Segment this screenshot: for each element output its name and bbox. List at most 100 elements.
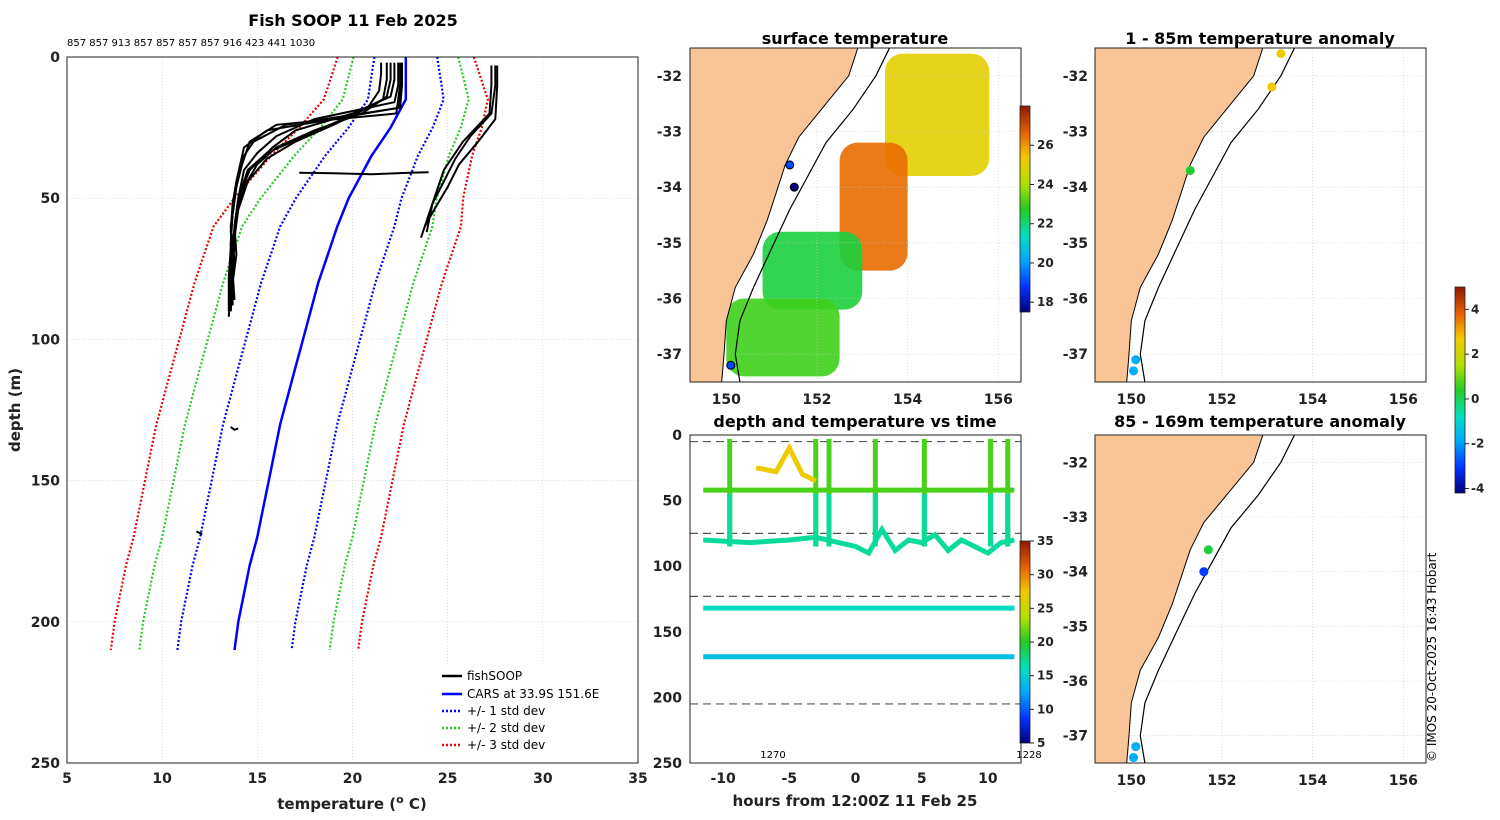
profile-y-tick-label: 50 <box>41 191 61 207</box>
sst-region <box>762 231 863 310</box>
sst-colorbar-label: 20 <box>1037 256 1054 270</box>
sst-x-tick-label: 150 <box>712 392 741 408</box>
time-panel: depth and temperature vs time -10 -5 0 5 10 … <box>653 412 1054 810</box>
anom1-point <box>1185 165 1195 175</box>
time-colorbar-label: 10 <box>1037 702 1054 716</box>
legend-box <box>437 664 635 760</box>
anom1-x-tick-label: 156 <box>1389 392 1418 408</box>
profile-x-tick-label: 20 <box>343 771 363 787</box>
sst-station <box>789 182 799 192</box>
time-tracks <box>703 438 1015 660</box>
sst-colorbar-label: 26 <box>1037 138 1054 152</box>
time-y-tick-label: 50 <box>663 494 683 510</box>
profile-x-label: temperature (o C) <box>277 793 427 813</box>
anomaly-colorbar-label: -4 <box>1471 482 1484 496</box>
anom1-point <box>1129 366 1139 376</box>
legend-cars: CARS at 33.9S 151.6E <box>467 687 599 701</box>
time-colorbar-label: 35 <box>1037 534 1054 548</box>
fishsoop-cast <box>231 62 392 300</box>
time-x-tick-label: 10 <box>978 771 998 787</box>
anom2-x-tick-label: 156 <box>1389 773 1418 789</box>
time-annotation-1228: 1228 <box>1016 750 1041 761</box>
profile-y-tick-label: 100 <box>31 332 60 348</box>
sst-y-tick-label: -37 <box>657 347 682 363</box>
anom1-land <box>1095 48 1296 382</box>
anom2-axes-frame <box>1094 434 1427 764</box>
fishsoop-cast <box>299 171 429 176</box>
fishsoop-cast <box>227 62 388 312</box>
sst-region <box>884 53 990 177</box>
time-x-tick-label: -10 <box>710 771 736 787</box>
anomaly-colorbar-ticks: 4 2 0 -2 -4 <box>1465 302 1484 496</box>
anom1-y-tick-label: -37 <box>1063 347 1088 363</box>
sst-stations <box>726 160 799 370</box>
profile-x-tick-label: 30 <box>533 771 553 787</box>
time-annotation-1270: 1270 <box>760 750 785 761</box>
time-x-tick-label: 5 <box>917 771 927 787</box>
anom2-y-ticks: -32 -33 -34 -35 -36 -37 <box>1063 455 1089 744</box>
sst-x-tick-label: 156 <box>984 392 1013 408</box>
sst-x-tick-label: 152 <box>802 392 831 408</box>
anomaly-colorbar-label: 2 <box>1471 347 1479 361</box>
anom2-points <box>1129 545 1213 763</box>
anom1-grid <box>1095 48 1426 382</box>
profile-y-tick-label: 0 <box>50 50 60 66</box>
time-colorbar-label: 15 <box>1037 669 1054 683</box>
std-dev-line <box>109 57 339 651</box>
anom1-point <box>1276 49 1286 59</box>
anom2-title: 85 - 169m temperature anomaly <box>1114 412 1406 431</box>
anom2-y-tick-label: -33 <box>1063 510 1088 526</box>
time-y-tick-label: 200 <box>653 690 682 706</box>
anom2-point <box>1131 742 1141 752</box>
anomaly-colorbar <box>1454 286 1466 494</box>
sst-y-tick-label: -32 <box>657 69 682 85</box>
anom1-title: 1 - 85m temperature anomaly <box>1125 29 1395 48</box>
anom1-y-tick-label: -34 <box>1063 180 1089 196</box>
cast-id-row: 857 857 913 857 857 857 857 916 423 441 … <box>67 38 315 49</box>
anomaly-colorbar-label: 0 <box>1471 392 1479 406</box>
cars-climatology <box>233 57 408 651</box>
sst-landmass <box>690 48 859 382</box>
time-colorbar <box>1019 540 1031 744</box>
anom2-landmass <box>1095 435 1264 763</box>
std-dev-line <box>138 57 355 651</box>
sst-y-tick-label: -35 <box>657 236 682 252</box>
time-colorbar-label: 5 <box>1037 736 1045 750</box>
anomaly-colorbar-label: 4 <box>1471 302 1479 316</box>
profile-x-ticks: 5 10 15 20 25 30 35 <box>62 771 648 787</box>
sst-x-ticks: 150 152 154 156 <box>712 392 1013 408</box>
profile-y-ticks: 0 50 100 150 200 250 <box>31 50 60 772</box>
profile-y-tick-label: 250 <box>31 756 60 772</box>
profile-x-tick-label: 25 <box>438 771 457 787</box>
sst-shelf-contour <box>734 48 891 382</box>
anom2-shelf-contour <box>1139 435 1296 763</box>
sst-y-ticks: -32 -33 -34 -35 -36 -37 <box>657 69 683 363</box>
time-x-tick-label: -5 <box>782 771 798 787</box>
fishsoop-cast <box>425 65 497 233</box>
fishsoop-cast <box>227 62 403 317</box>
time-title: depth and temperature vs time <box>713 412 996 431</box>
anom1-panel: 1 - 85m temperature anomaly 150 152 154 156… <box>1063 29 1427 408</box>
time-y-ticks: 0 50 100 150 200 250 <box>653 428 682 772</box>
anom2-point <box>1203 545 1213 555</box>
time-x-label: hours from 12:00Z 11 Feb 25 <box>733 792 978 810</box>
anom2-x-tick-label: 152 <box>1207 773 1236 789</box>
fishsoop-cast <box>230 426 239 431</box>
anom2-y-tick-label: -35 <box>1063 619 1088 635</box>
time-x-tick-label: 0 <box>851 771 861 787</box>
time-colorbar-label: 30 <box>1037 568 1054 582</box>
anom2-x-tick-label: 150 <box>1117 773 1146 789</box>
time-y-tick-label: 250 <box>653 756 682 772</box>
sst-y-tick-label: -33 <box>657 125 682 141</box>
sst-title: surface temperature <box>762 29 949 48</box>
fishsoop-cast <box>227 62 402 300</box>
legend-std1: +/- 1 std dev <box>467 704 545 718</box>
fishsoop-cast <box>229 62 403 312</box>
sst-heatmap <box>690 48 1021 382</box>
sst-land <box>690 48 891 382</box>
anomaly-colorbar-label: -2 <box>1471 437 1484 451</box>
fishsoop-casts <box>195 62 499 536</box>
sst-colorbar-label: 24 <box>1037 177 1054 191</box>
anom1-landmass <box>1095 48 1264 382</box>
anom1-y-ticks: -32 -33 -34 -35 -36 -37 <box>1063 69 1089 363</box>
